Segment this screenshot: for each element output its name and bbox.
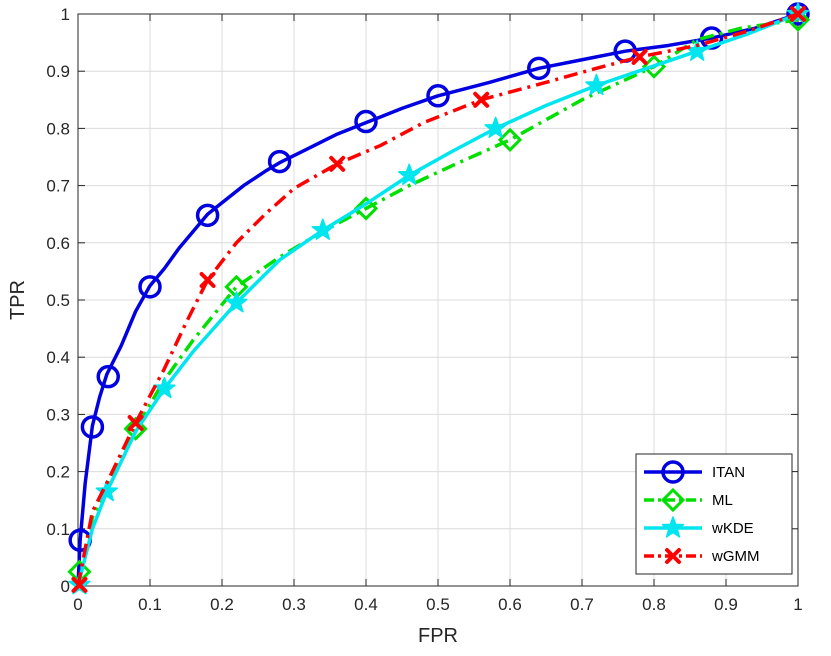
data-point-wgmm [631, 48, 648, 65]
data-point-itan [195, 203, 220, 228]
x-tick-label: 0.2 [210, 595, 234, 614]
series-wkde [68, 2, 810, 595]
data-point-wgmm [199, 271, 216, 288]
data-point-wkde [397, 163, 421, 185]
data-point-ml [353, 196, 379, 221]
x-tick-label: 0.9 [714, 595, 738, 614]
x-axis-label: FPR [418, 625, 458, 647]
data-point-wgmm [71, 576, 88, 593]
y-tick-label: 0.3 [46, 405, 70, 424]
y-tick-label: 0.5 [46, 291, 70, 310]
data-point-wgmm [473, 91, 490, 108]
legend-item-itan: ITAN [644, 460, 745, 484]
x-tick-label: 0 [73, 595, 82, 614]
y-tick-label: 0.4 [46, 348, 70, 367]
data-point-itan [138, 275, 162, 299]
series-line-wkde [76, 12, 799, 587]
data-point-wkde [153, 376, 176, 399]
data-point-wkde [585, 73, 608, 96]
legend-marker-itan [661, 460, 685, 484]
y-tick-label: 0.8 [46, 119, 70, 138]
data-point-ml [123, 416, 148, 441]
series-line-itan [76, 12, 799, 587]
x-tick-label: 0.7 [570, 595, 594, 614]
data-point-wkde [311, 218, 335, 240]
legend-item-wgmm: wGMM [644, 548, 760, 565]
y-tick-label: 0.6 [46, 234, 70, 253]
legend-marker-ml [660, 487, 686, 513]
x-tick-label: 0.1 [138, 595, 162, 614]
x-tick-label: 0.6 [498, 595, 522, 614]
y-tick-label: 0.2 [46, 463, 70, 482]
x-tick-label: 0.3 [282, 595, 306, 614]
data-point-wgmm [329, 155, 346, 172]
series-line-wgmm [76, 12, 799, 587]
data-point-itan [426, 84, 450, 108]
legend-label-itan: ITAN [712, 464, 745, 481]
x-tick-label: 0.8 [642, 595, 666, 614]
data-point-ml [497, 127, 523, 152]
data-point-itan [267, 149, 292, 174]
y-tick-label: 0.1 [46, 520, 70, 539]
y-tick-label: 1 [61, 5, 70, 24]
y-axis-label: TPR [7, 280, 29, 320]
legend-label-ml: ML [712, 492, 733, 509]
data-point-itan [354, 109, 378, 134]
y-tick-label: 0.7 [46, 177, 70, 196]
data-point-itan [80, 415, 105, 439]
legend-item-ml: ML [644, 487, 733, 513]
legend-marker-wgmm [665, 548, 681, 564]
legend: ITAN ML wKDE wGMM [635, 453, 793, 575]
legend-marker-wkde [661, 516, 685, 538]
data-point-wgmm [790, 6, 806, 22]
legend-label-wgmm: wGMM [711, 548, 760, 565]
y-tick-label: 0.9 [46, 62, 70, 81]
data-point-wkde [484, 116, 507, 139]
data-point-wkde [95, 479, 119, 502]
legend-label-wkde: wKDE [711, 520, 754, 537]
data-point-itan [96, 364, 120, 389]
data-point-wgmm [127, 414, 144, 431]
x-tick-label: 0.5 [426, 595, 450, 614]
y-tick-label: 0 [61, 577, 70, 596]
x-tick-label: 0.4 [354, 595, 378, 614]
series-layer [67, 2, 811, 595]
series-itan [68, 2, 810, 587]
legend-item-wkde: wKDE [644, 516, 754, 538]
data-point-itan [527, 56, 551, 81]
series-wgmm [71, 6, 806, 593]
axis-ticks: 0 0.1 0.2 0.3 0.4 0.5 0.6 0.7 0.8 0.9 1 0 0.1 0.2 0.3 0… [46, 5, 802, 614]
data-point-wkde [225, 291, 248, 313]
x-tick-label: 1 [793, 595, 802, 614]
